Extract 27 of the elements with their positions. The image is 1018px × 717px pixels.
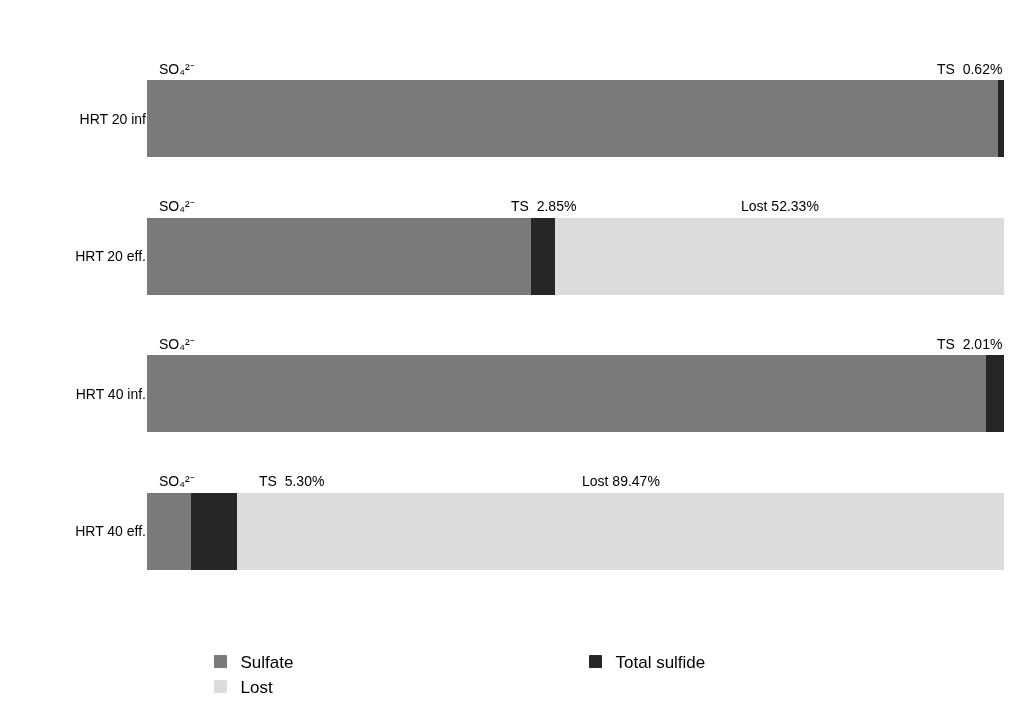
y-tick-label: HRT 20 inf [79, 110, 147, 127]
data-label: SO₄²⁻ [159, 61, 195, 77]
bar [530, 217, 557, 295]
bar [147, 80, 1000, 158]
bar [986, 355, 1004, 433]
data-label: Lost 52.33% [741, 198, 819, 214]
bar [147, 492, 193, 570]
data-label: SO₄²⁻ [159, 473, 195, 489]
y-tick-label: HRT 40 inf. [75, 385, 146, 402]
legend-label: Total sulfide [615, 653, 706, 673]
y-tick-label: HRT 20 eff. [75, 248, 146, 265]
data-label: SO₄²⁻ [159, 336, 195, 352]
data-label: TS 0.62% [937, 61, 1003, 77]
data-label: TS 5.30% [259, 473, 325, 489]
bar [147, 217, 532, 295]
bar [555, 217, 1004, 295]
bar [998, 80, 1004, 158]
bar [236, 492, 1004, 570]
data-label: Lost 89.47% [582, 473, 660, 489]
data-label: TS 2.01% [937, 336, 1003, 352]
legend-label: Sulfate [240, 653, 294, 673]
legend-label: Lost [240, 678, 273, 698]
data-label: TS 2.85% [511, 198, 577, 214]
bar [191, 492, 238, 570]
y-tick-label: HRT 40 eff. [75, 523, 146, 540]
data-label: SO₄²⁻ [159, 198, 195, 214]
bar [147, 355, 988, 433]
